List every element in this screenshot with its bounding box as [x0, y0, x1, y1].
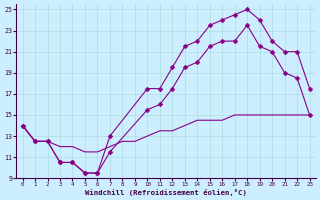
X-axis label: Windchill (Refroidissement éolien,°C): Windchill (Refroidissement éolien,°C) [85, 189, 247, 196]
